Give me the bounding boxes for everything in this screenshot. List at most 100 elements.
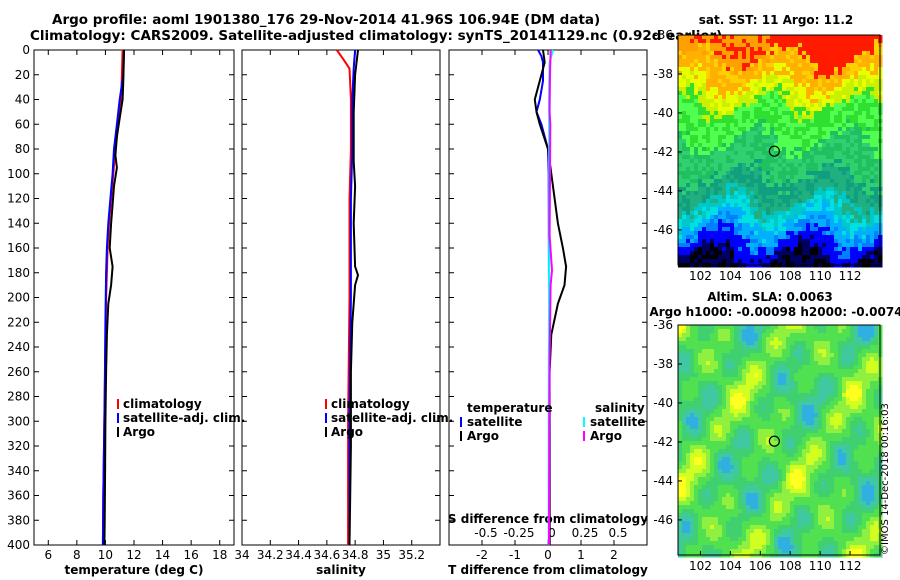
heatmap-cell <box>758 341 763 346</box>
heatmap-cell <box>850 389 855 394</box>
heatmap-cell <box>854 47 859 52</box>
heatmap-cell <box>766 255 771 260</box>
heatmap-cell <box>698 457 703 462</box>
heatmap-cell <box>730 223 735 228</box>
heatmap-cell <box>698 441 703 446</box>
heatmap-cell <box>850 175 855 180</box>
heatmap-cell <box>698 255 703 260</box>
heatmap-cell <box>782 425 787 430</box>
heatmap-cell <box>750 83 755 88</box>
heatmap-cell <box>682 71 687 76</box>
heatmap-cell <box>778 195 783 200</box>
heatmap-cell <box>782 131 787 136</box>
heatmap-cell <box>826 163 831 168</box>
heatmap-cell <box>798 259 803 264</box>
heatmap-cell <box>750 75 755 80</box>
heatmap-cell <box>686 377 691 382</box>
heatmap-cell <box>786 35 791 40</box>
heatmap-cell <box>726 409 731 414</box>
heatmap-cell <box>818 223 823 228</box>
heatmap-cell <box>858 91 863 96</box>
heatmap-cell <box>746 75 751 80</box>
heatmap-cell <box>718 393 723 398</box>
heatmap-cell <box>746 95 751 100</box>
heatmap-cell <box>754 393 759 398</box>
heatmap-cell <box>810 111 815 116</box>
heatmap-cell <box>734 151 739 156</box>
heatmap-cell <box>806 441 811 446</box>
heatmap-cell <box>838 143 843 148</box>
heatmap-cell <box>726 163 731 168</box>
heatmap-cell <box>686 369 691 374</box>
heatmap-cell <box>834 401 839 406</box>
heatmap-cell <box>830 135 835 140</box>
heatmap-cell <box>754 111 759 116</box>
heatmap-cell <box>686 365 691 370</box>
heatmap-cell <box>730 71 735 76</box>
heatmap-cell <box>846 99 851 104</box>
heatmap-cell <box>682 381 687 386</box>
heatmap-cell <box>782 421 787 426</box>
heatmap-cell <box>818 207 823 212</box>
heatmap-cell <box>806 401 811 406</box>
heatmap-cell <box>694 437 699 442</box>
heatmap-cell <box>778 231 783 236</box>
heatmap-cell <box>722 377 727 382</box>
heatmap-cell <box>826 215 831 220</box>
heatmap-cell <box>786 425 791 430</box>
y-tick-label: 280 <box>7 390 30 404</box>
heatmap-cell <box>850 425 855 430</box>
heatmap-cell <box>698 207 703 212</box>
heatmap-cell <box>806 227 811 232</box>
heatmap-cell <box>750 163 755 168</box>
heatmap-cell <box>682 389 687 394</box>
heatmap-cell <box>686 179 691 184</box>
heatmap-cell <box>794 127 799 132</box>
heatmap-cell <box>742 385 747 390</box>
heatmap-cell <box>862 79 867 84</box>
heatmap-cell <box>874 449 879 454</box>
heatmap-cell <box>762 167 767 172</box>
heatmap-cell <box>774 251 779 256</box>
heatmap-cell <box>694 345 699 350</box>
heatmap-cell <box>866 39 871 44</box>
heatmap-cell <box>790 151 795 156</box>
heatmap-cell <box>870 421 875 426</box>
heatmap-cell <box>778 171 783 176</box>
heatmap-cell <box>822 457 827 462</box>
heatmap-cell <box>686 87 691 92</box>
heatmap-cell <box>738 393 743 398</box>
heatmap-cell <box>862 187 867 192</box>
heatmap-cell <box>838 433 843 438</box>
heatmap-cell <box>762 199 767 204</box>
heatmap-cell <box>786 255 791 260</box>
heatmap-cell <box>718 377 723 382</box>
heatmap-cell <box>798 67 803 72</box>
heatmap-cell <box>858 207 863 212</box>
heatmap-cell <box>842 211 847 216</box>
heatmap-cell <box>742 333 747 338</box>
heatmap-cell <box>834 349 839 354</box>
heatmap-cell <box>774 381 779 386</box>
heatmap-cell <box>806 143 811 148</box>
heatmap-cell <box>794 255 799 260</box>
heatmap-cell <box>702 389 707 394</box>
heatmap-cell <box>874 35 879 40</box>
heatmap-cell <box>698 461 703 466</box>
heatmap-cell <box>790 123 795 128</box>
heatmap-cell <box>774 47 779 52</box>
heatmap-cell <box>790 437 795 442</box>
heatmap-cell <box>758 131 763 136</box>
heatmap-cell <box>826 179 831 184</box>
heatmap-cell <box>866 239 871 244</box>
heatmap-cell <box>718 365 723 370</box>
heatmap-cell <box>806 413 811 418</box>
heatmap-cell <box>826 63 831 68</box>
heatmap-cell <box>734 179 739 184</box>
heatmap-cell <box>762 175 767 180</box>
heatmap-cell <box>778 353 783 358</box>
heatmap-cell <box>854 401 859 406</box>
heatmap-cell <box>742 67 747 72</box>
heatmap-cell <box>806 365 811 370</box>
heatmap-cell <box>874 159 879 164</box>
